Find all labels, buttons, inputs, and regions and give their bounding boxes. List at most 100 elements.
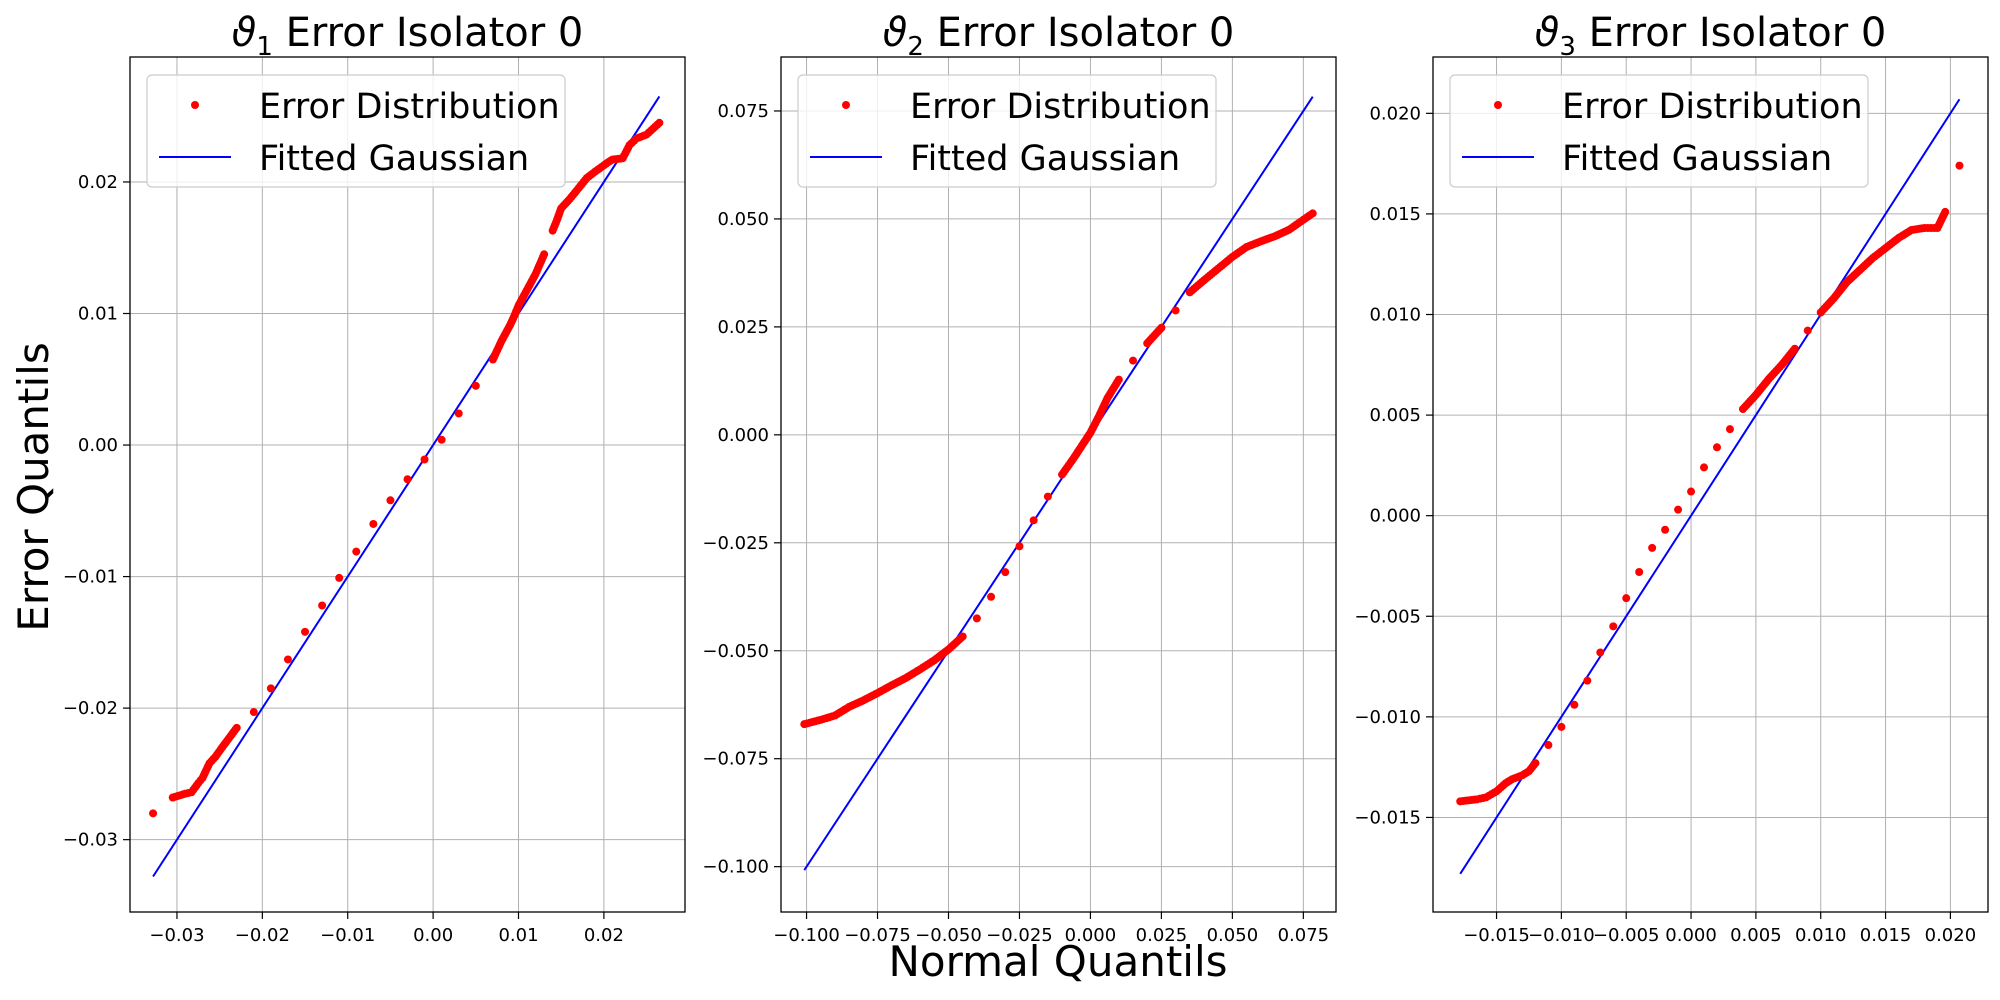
theta2-y-tick-label: −0.025 (702, 533, 769, 554)
theta1-error-point (655, 118, 664, 127)
theta1-axes-frame (129, 56, 686, 913)
theta3-x-tick-label: 0.005 (1730, 925, 1782, 946)
theta2-x-tick-label: −0.075 (844, 925, 911, 946)
theta2-error-point (1015, 542, 1024, 551)
theta1-y-tick-label: −0.03 (63, 830, 118, 851)
theta1-error-point (149, 809, 158, 818)
theta2-y-tick-label: −0.075 (702, 749, 769, 770)
theta1-y-tick-label: 0.02 (78, 172, 118, 193)
theta1-error-point (454, 409, 463, 418)
theta3-y-tick-label: −0.015 (1354, 807, 1421, 828)
theta2-y-tick-label: 0.025 (717, 317, 769, 338)
theta3-legend-label-points: Error Distribution (1562, 87, 1863, 127)
theta2-error-point (1171, 306, 1180, 315)
theta1-error-point (283, 655, 292, 664)
theta1-y-tick-label: −0.02 (63, 698, 118, 719)
theta1-x-tick-label: 0.02 (584, 925, 624, 946)
theta3-error-point (1725, 425, 1734, 434)
theta1-error-point (403, 475, 412, 484)
theta2-title-rest: Error Isolator 0 (924, 10, 1234, 56)
theta1-error-point (386, 496, 395, 505)
theta2-error-point (1114, 375, 1123, 384)
theta2-legend-label-points: Error Distribution (910, 87, 1211, 127)
theta3-y-tick-label: 0.000 (1369, 506, 1421, 527)
theta2-legend-label-line: Fitted Gaussian (910, 139, 1180, 179)
theta2-x-tick-label: 0.000 (1065, 925, 1117, 946)
theta2-error-point (972, 614, 981, 623)
panel-theta1: −0.03 −0.02 −0.01 0.00 0.01 0.02 −0.03 −0.02 −0.… (63, 10, 686, 946)
theta2-title-subscript: 2 (907, 32, 924, 62)
theta2-chart-title: ϑ2 Error Isolator 0 (883, 10, 1235, 62)
theta1-chart-title: ϑ1 Error Isolator 0 (232, 10, 584, 62)
theta3-error-point (1609, 622, 1618, 631)
panel-theta2: −0.100 −0.075 −0.050 −0.025 0.000 0.025 0.050 0… (702, 10, 1337, 946)
theta1-legend-label-line: Fitted Gaussian (259, 139, 529, 179)
theta1-legend-label-points: Error Distribution (259, 87, 560, 127)
theta2-axes-frame (780, 56, 1337, 913)
theta1-error-point (471, 381, 480, 390)
theta2-y-tick-label: 0.000 (717, 425, 769, 446)
theta1-x-tick-label: −0.01 (320, 925, 375, 946)
theta1-error-point (352, 547, 361, 556)
theta3-x-tick-label: −0.005 (1593, 925, 1660, 946)
theta3-legend-label-line: Fitted Gaussian (1562, 139, 1832, 179)
theta1-x-tick-label: 0.00 (413, 925, 453, 946)
theta3-error-point (1635, 568, 1644, 577)
theta3-error-point (1700, 463, 1709, 472)
theta3-error-point (1544, 741, 1553, 750)
theta1-error-point (249, 708, 258, 717)
theta2-legend: Error Distribution Fitted Gaussian (797, 74, 1217, 188)
theta3-error-point (1955, 161, 1964, 170)
theta3-chart-title: ϑ3 Error Isolator 0 (1535, 10, 1887, 62)
theta2-y-tick-label: 0.050 (717, 209, 769, 230)
y-axis-label: Error Quantils (9, 342, 58, 631)
theta3-legend: Error Distribution Fitted Gaussian (1449, 74, 1869, 188)
x-axis-label: Normal Quantils (888, 937, 1227, 986)
theta1-x-tick-label: −0.03 (149, 925, 204, 946)
theta3-title-subscript: 3 (1559, 32, 1576, 62)
theta2-error-point (1029, 516, 1038, 525)
theta3-title-symbol: ϑ (1535, 10, 1560, 56)
theta1-error-point (232, 723, 241, 732)
theta2-legend-box (797, 74, 1217, 188)
theta2-x-tick-label: 0.025 (1136, 925, 1188, 946)
theta1-error-distribution-points (149, 118, 664, 818)
theta1-error-point (318, 601, 327, 610)
theta3-error-point (1803, 326, 1812, 335)
theta1-legend-box (146, 74, 566, 188)
theta3-x-tick-label: 0.020 (1925, 925, 1977, 946)
theta3-x-tick-label: 0.015 (1860, 925, 1912, 946)
theta1-title-rest: Error Isolator 0 (273, 10, 583, 56)
theta1-title-subscript: 1 (256, 32, 273, 62)
theta2-y-tick-label: −0.100 (702, 857, 769, 878)
theta3-error-point (1648, 543, 1657, 552)
theta3-x-tick-label: −0.015 (1463, 925, 1530, 946)
theta3-y-tick-label: 0.005 (1369, 405, 1421, 426)
theta3-error-point (1596, 648, 1605, 657)
theta2-error-point (1129, 356, 1138, 365)
theta2-error-point (1043, 492, 1052, 501)
theta3-legend-point-marker (1494, 101, 1502, 109)
theta1-error-point (301, 627, 310, 636)
theta3-error-distribution-points (1456, 161, 1964, 806)
theta2-error-point (1157, 323, 1166, 332)
theta2-legend-point-marker (842, 101, 850, 109)
theta3-title-rest: Error Isolator 0 (1576, 10, 1886, 56)
theta1-error-point (369, 519, 378, 528)
theta3-y-tick-label: 0.020 (1369, 103, 1421, 124)
theta1-legend: Error Distribution Fitted Gaussian (146, 74, 566, 188)
theta1-x-tick-label: −0.02 (235, 925, 290, 946)
theta3-error-point (1661, 525, 1670, 534)
theta1-y-tick-label: −0.01 (63, 567, 118, 588)
theta3-axes-frame (1432, 56, 1989, 913)
theta2-x-tick-label: −0.100 (773, 925, 840, 946)
panel-theta3: −0.015−0.010−0.005 0.000 0.005 0.010 0.015 0.… (1354, 10, 1989, 946)
theta2-x-tick-label: −0.050 (915, 925, 982, 946)
theta3-y-tick-label: −0.005 (1354, 606, 1421, 627)
theta3-error-point (1790, 344, 1799, 353)
theta2-x-tick-label: 0.075 (1278, 925, 1330, 946)
theta1-y-tick-label: 0.01 (78, 304, 118, 325)
theta2-x-tick-label: 0.050 (1207, 925, 1259, 946)
theta3-fitted-gaussian-line (1459, 98, 1961, 875)
